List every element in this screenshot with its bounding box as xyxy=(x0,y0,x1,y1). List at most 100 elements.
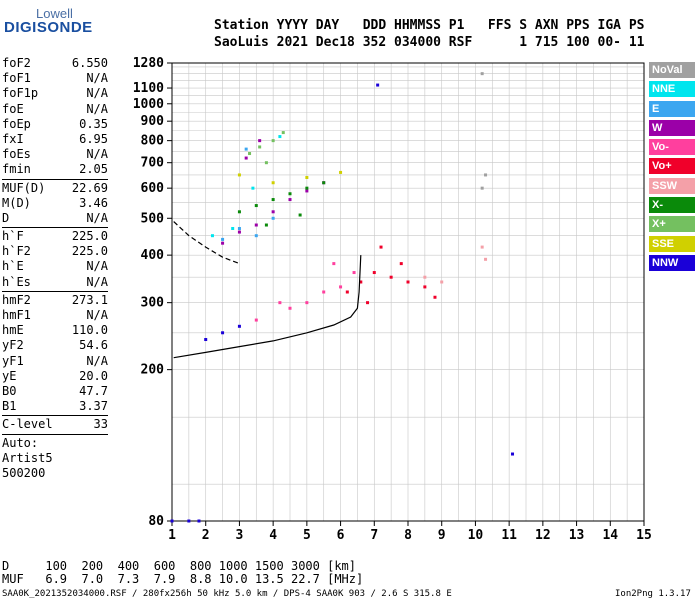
data-point xyxy=(271,181,275,185)
param-value: N/A xyxy=(86,259,108,274)
d-distance-row: D 100 200 400 600 800 1000 1500 3000 [km… xyxy=(2,559,357,573)
param-row: h`Es N/A xyxy=(2,275,108,290)
data-point xyxy=(271,216,275,220)
data-point xyxy=(305,176,309,179)
legend-item: W xyxy=(649,119,695,136)
auto-scaling-label: Auto: xyxy=(2,435,39,450)
x-tick-label: 14 xyxy=(602,528,618,543)
data-point xyxy=(278,301,282,305)
legend-item: X- xyxy=(649,197,695,214)
logo-lowell: Lowell xyxy=(36,6,73,21)
param-value: 225.0 xyxy=(71,244,108,259)
data-point xyxy=(170,519,174,523)
y-tick-label: 900 xyxy=(141,114,165,129)
auto-scaling-label: 500200 xyxy=(2,465,46,480)
data-point xyxy=(332,262,336,266)
header-labels: Station YYYY DAY DDD HHMMSS P1 FFS S AXN… xyxy=(214,18,645,33)
param-row: yE 20.0 xyxy=(2,369,108,384)
param-separator xyxy=(2,433,108,435)
param-name: h`F2 xyxy=(2,244,31,259)
param-name: h`E xyxy=(2,259,24,274)
data-point xyxy=(339,285,343,289)
param-value: 54.6 xyxy=(79,338,108,353)
param-name: hmF1 xyxy=(2,308,31,322)
param-value: 6.95 xyxy=(79,131,108,146)
data-point xyxy=(379,245,383,249)
y-tick-label: 200 xyxy=(141,363,165,378)
data-point xyxy=(322,181,326,185)
data-point xyxy=(423,285,427,289)
y-tick-label: 1280 xyxy=(133,56,164,71)
param-row: M(D) 3.46 xyxy=(2,196,108,211)
param-value: 33 xyxy=(93,417,108,432)
legend-item: NoVal xyxy=(649,62,695,78)
x-tick-label: 9 xyxy=(438,528,446,543)
auto-scaling-label: Artist5 xyxy=(2,450,53,465)
param-value: N/A xyxy=(86,71,108,86)
y-tick-label: 1000 xyxy=(133,97,164,112)
x-tick-label: 5 xyxy=(303,528,311,543)
param-row: h`F2 225.0 xyxy=(2,244,108,259)
param-value: 225.0 xyxy=(71,229,108,244)
data-point xyxy=(258,139,262,143)
param-name: hmE xyxy=(2,323,24,338)
param-name: fmin xyxy=(2,162,31,177)
param-row: D N/A xyxy=(2,211,108,226)
param-row: h`E N/A xyxy=(2,259,108,274)
param-name: foEs xyxy=(2,147,31,162)
data-point xyxy=(271,198,275,202)
data-point xyxy=(484,257,488,261)
data-point xyxy=(399,262,403,266)
param-name: C-level xyxy=(2,417,53,432)
param-value: 20.0 xyxy=(79,368,108,383)
data-point xyxy=(210,234,214,238)
data-point xyxy=(254,234,258,238)
param-value: N/A xyxy=(86,147,108,162)
x-tick-label: 1 xyxy=(168,528,176,543)
legend-item: NNW xyxy=(649,254,695,271)
data-point xyxy=(271,210,275,214)
data-point xyxy=(372,271,376,275)
profile-curve xyxy=(173,255,362,359)
data-point xyxy=(237,173,241,177)
data-point xyxy=(339,170,343,174)
legend-item: E xyxy=(649,100,695,117)
y-tick-label: 800 xyxy=(141,134,165,149)
param-name: h`Es xyxy=(2,274,31,289)
param-row: hmE 110.0 xyxy=(2,323,108,338)
data-point xyxy=(221,237,225,241)
data-point xyxy=(237,226,241,230)
version-label: Ion2Png 1.3.17 xyxy=(615,589,691,599)
param-name: MUF(D) xyxy=(2,180,46,195)
param-value: N/A xyxy=(86,86,108,101)
data-point xyxy=(244,147,248,151)
data-point xyxy=(423,275,427,279)
data-point xyxy=(288,192,292,196)
y-tick-label: 400 xyxy=(141,248,165,263)
legend: NoVal NNE E W Vo- Vo+ SSW X- X+ SSE NNW xyxy=(649,62,695,274)
param-value: 0.35 xyxy=(79,116,108,131)
data-point xyxy=(197,519,201,523)
data-point xyxy=(480,245,484,249)
header-values: SaoLuis 2021 Dec18 352 034000 RSF 1 715 … xyxy=(214,35,645,50)
param-row: fmin 2.05 xyxy=(2,162,108,177)
param-name: B1 xyxy=(2,399,17,414)
param-name: foF1p xyxy=(2,86,39,101)
data-point xyxy=(305,186,309,190)
y-tick-label: 80 xyxy=(148,514,164,529)
data-point xyxy=(352,271,356,275)
data-point xyxy=(440,280,444,284)
param-row: B1 3.37 xyxy=(2,399,108,414)
data-point xyxy=(511,452,515,456)
data-point xyxy=(187,519,191,523)
param-value: 2.05 xyxy=(79,162,108,177)
param-name: h`F xyxy=(2,229,24,244)
param-row: hmF1 N/A xyxy=(2,308,108,323)
logo-digisonde: DIGISONDE xyxy=(4,19,93,36)
data-point xyxy=(433,295,437,299)
x-tick-label: 8 xyxy=(404,528,412,543)
param-separator xyxy=(2,290,108,292)
dashed-profile-curve xyxy=(173,221,240,265)
legend-item: Vo+ xyxy=(649,158,695,175)
